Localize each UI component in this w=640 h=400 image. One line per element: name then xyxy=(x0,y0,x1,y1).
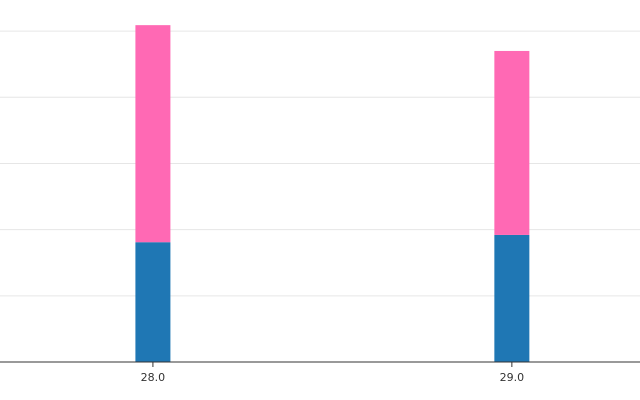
bar-segment xyxy=(494,50,530,235)
bar-segment xyxy=(494,234,530,362)
x-tick-label: 28.0 xyxy=(141,371,166,384)
bar-segment xyxy=(135,25,171,243)
bar-segment xyxy=(135,242,171,362)
x-tick-label: 29.0 xyxy=(500,371,525,384)
